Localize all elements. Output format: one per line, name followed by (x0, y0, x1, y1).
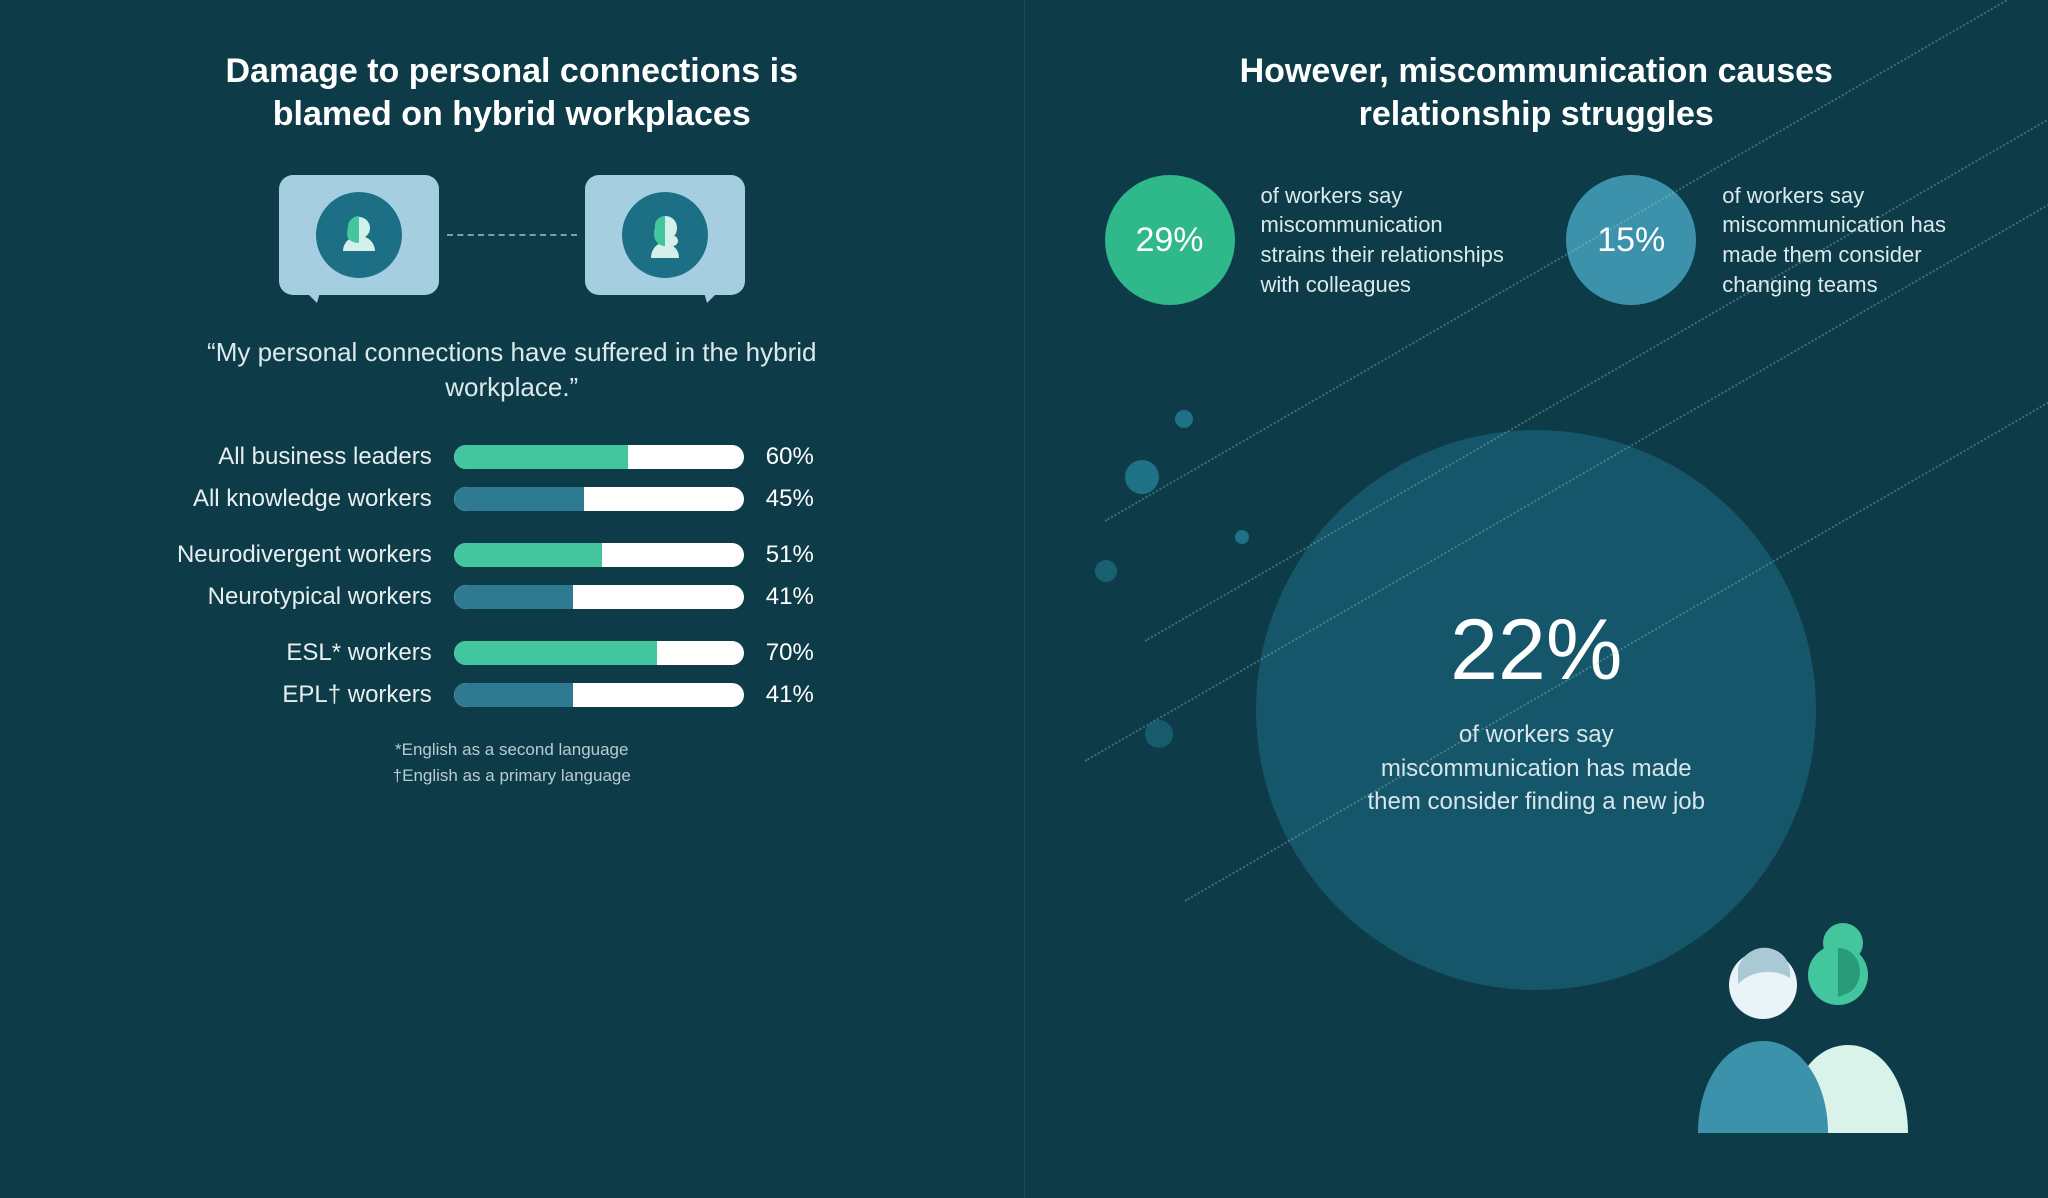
bar-fill (454, 445, 628, 469)
speech-bubble-right (585, 175, 745, 295)
bar-label: Neurotypical workers (122, 583, 432, 611)
quote-text: “My personal connections have suffered i… (202, 335, 822, 405)
bar-fill (454, 487, 585, 511)
bar-pct: 45% (766, 485, 836, 513)
stat-text: of workers say miscommunication has made… (1722, 181, 1968, 300)
bar-group: All business leaders 60% All knowledge wor… (122, 443, 902, 513)
bar-track (454, 487, 744, 511)
bar-row: EPL† workers 41% (122, 681, 902, 709)
bar-label: All knowledge workers (122, 485, 432, 513)
bar-row: ESL* workers 70% (122, 639, 902, 667)
bar-label: Neurodivergent workers (122, 541, 432, 569)
avatar-icon (622, 192, 708, 278)
stat-circle: 15% (1566, 175, 1696, 305)
bar-fill (454, 543, 602, 567)
bar-row: All business leaders 60% (122, 443, 902, 471)
bar-pct: 70% (766, 639, 836, 667)
bar-track (454, 683, 744, 707)
bar-group: Neurodivergent workers 51% Neurotypical wo… (122, 541, 902, 611)
footnote: *English as a second language (60, 737, 964, 763)
stat-text: of workers say miscommunication strains … (1261, 181, 1507, 300)
avatar-icon (316, 192, 402, 278)
bar-pct: 41% (766, 583, 836, 611)
big-stat-text: of workers say miscommunication has made… (1356, 718, 1716, 819)
big-stat-circle: 22% of workers say miscommunication has … (1256, 430, 1816, 990)
bar-row: Neurotypical workers 41% (122, 583, 902, 611)
bar-fill (454, 683, 573, 707)
footnote: †English as a primary language (60, 763, 964, 789)
panel-right: However, miscommunication causes relatio… (1025, 0, 2048, 1198)
bar-pct: 41% (766, 681, 836, 709)
bar-label: ESL* workers (122, 639, 432, 667)
bar-fill (454, 585, 573, 609)
footnotes: *English as a second language †English a… (60, 737, 964, 788)
left-title: Damage to personal connections is blamed… (172, 50, 852, 135)
bar-track (454, 585, 744, 609)
stat-row: 29% of workers say miscommunication stra… (1105, 175, 1969, 305)
dashed-connector (447, 234, 577, 236)
bar-label: All business leaders (122, 443, 432, 471)
bar-pct: 51% (766, 541, 836, 569)
big-stat: 22% of workers say miscommunication has … (1256, 430, 1816, 990)
bar-chart: All business leaders 60% All knowledge wor… (122, 443, 902, 709)
speech-bubble-left (279, 175, 439, 295)
bar-row: All knowledge workers 45% (122, 485, 902, 513)
stat-circle: 29% (1105, 175, 1235, 305)
bar-fill (454, 641, 657, 665)
right-title: However, miscommunication causes relatio… (1196, 50, 1876, 135)
bar-row: Neurodivergent workers 51% (122, 541, 902, 569)
speech-bubbles (60, 175, 964, 295)
bar-label: EPL† workers (122, 681, 432, 709)
panel-left: Damage to personal connections is blamed… (0, 0, 1025, 1198)
bar-pct: 60% (766, 443, 836, 471)
stat-item: 15% of workers say miscommunication has … (1566, 175, 1968, 305)
bar-track (454, 641, 744, 665)
big-stat-pct: 22% (1450, 601, 1622, 700)
bar-track (454, 543, 744, 567)
bar-group: ESL* workers 70% EPL† workers 41% (122, 639, 902, 709)
stat-item: 29% of workers say miscommunication stra… (1105, 175, 1507, 305)
people-illustration-icon (1678, 913, 1928, 1138)
bar-track (454, 445, 744, 469)
